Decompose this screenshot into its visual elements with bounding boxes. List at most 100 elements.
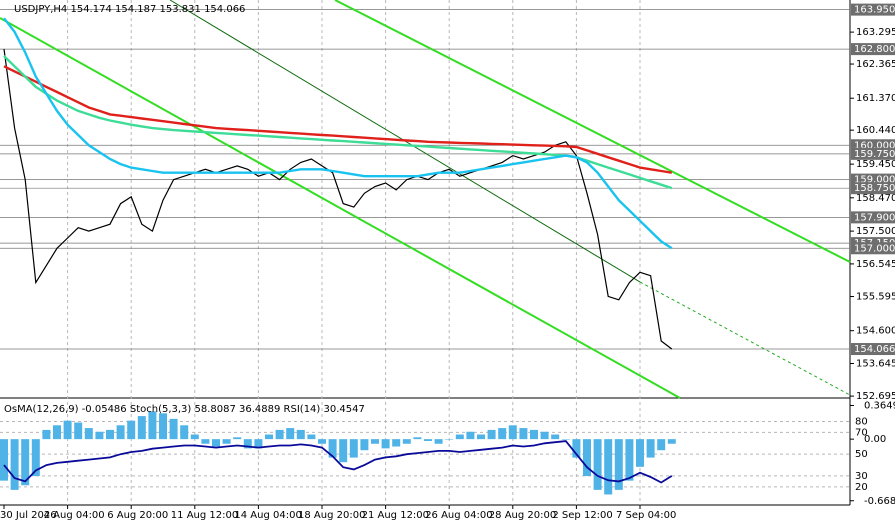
bar	[265, 434, 273, 440]
bar	[519, 428, 528, 440]
x-tick-label: 4 Aug 04:00	[44, 510, 105, 521]
bar	[95, 431, 104, 440]
bar	[424, 439, 432, 441]
y2-tick-label: 20	[855, 482, 868, 493]
x-tick-label: 2 Sep 12:00	[552, 510, 612, 521]
level-label-box	[851, 211, 895, 224]
level-label: 154.066	[854, 344, 895, 355]
x-tick-label: 21 Aug 12:00	[362, 510, 429, 521]
level-label-box	[851, 343, 895, 356]
bar	[413, 437, 422, 440]
bar	[0, 439, 8, 481]
level-label: 157.000	[854, 243, 895, 254]
bar	[434, 439, 443, 444]
y-tick-label: 161.370	[856, 93, 895, 104]
bar	[360, 439, 369, 451]
bar	[657, 439, 666, 451]
bar	[625, 439, 634, 481]
bar	[508, 425, 517, 440]
y2-tick-label: 30	[855, 471, 868, 482]
y-tick-label: 153.645	[856, 358, 895, 369]
level-label: 162.800	[854, 44, 895, 55]
bar	[381, 439, 390, 449]
y-tick-label: 160.440	[856, 125, 895, 136]
bar	[572, 439, 581, 458]
bar	[159, 413, 167, 440]
level-label-box	[851, 3, 895, 16]
y-tick-label: 163.295	[856, 27, 895, 38]
y-tick-label: 154.600	[856, 326, 895, 337]
y2-tick-label: 50	[855, 449, 868, 460]
bar	[212, 439, 220, 447]
bar	[402, 439, 411, 444]
level-label: 159.750	[854, 149, 895, 160]
bar	[614, 439, 623, 490]
bar	[31, 439, 40, 477]
level-label: 158.750	[854, 183, 895, 194]
level-label-box	[851, 43, 895, 56]
bar	[540, 431, 549, 440]
bar	[201, 439, 210, 444]
bar	[116, 425, 125, 440]
y2-tick-label: 80	[855, 417, 868, 428]
bar	[349, 439, 358, 458]
y-tick-label: 162.365	[856, 59, 895, 70]
series-line	[3, 17, 673, 250]
bar	[318, 439, 326, 444]
y-tick-label: 159.450	[856, 159, 895, 170]
bar	[74, 422, 83, 440]
channel-line	[0, 17, 681, 399]
x-tick-label: 28 Aug 20:00	[489, 510, 556, 521]
bar	[646, 439, 655, 458]
x-tick-label: 14 Aug 04:00	[234, 510, 301, 521]
bar	[477, 434, 485, 440]
bar	[530, 429, 538, 440]
y-tick-label: 0.3649	[864, 400, 895, 411]
bar	[275, 429, 284, 440]
level-label: 163.950	[854, 5, 895, 16]
x-tick-label: 11 Aug 12:00	[171, 510, 238, 521]
bar	[445, 439, 454, 440]
level-label: 157.900	[854, 212, 895, 223]
channel-line	[334, 0, 851, 263]
bar	[307, 434, 316, 440]
indicator-title: OsMA(12,26,9) -0.05486 Stoch(5,3,3) 58.8…	[4, 404, 365, 415]
y-tick-label: 0.00	[864, 434, 886, 445]
x-tick-label: 18 Aug 20:00	[298, 510, 365, 521]
x-tick-label: 7 Sep 04:00	[616, 510, 676, 521]
bar	[42, 429, 51, 440]
y-tick-label: 156.545	[856, 259, 895, 270]
bar	[455, 434, 464, 440]
x-tick-label: 6 Aug 20:00	[107, 510, 168, 521]
bar	[551, 434, 560, 440]
bar	[392, 439, 401, 447]
level-label: 160.000	[854, 140, 895, 151]
bar	[233, 437, 242, 440]
bar	[371, 439, 379, 444]
x-tick-label: 26 Aug 04:00	[425, 510, 492, 521]
bar	[636, 439, 644, 467]
y-tick-label: 158.470	[856, 193, 895, 204]
bar	[222, 439, 231, 444]
chart-title: USDJPY,H4 154.174 154.187 153.831 154.06…	[14, 4, 245, 15]
bar	[180, 425, 189, 440]
y-tick-label: 152.695	[856, 391, 895, 402]
bar	[561, 439, 570, 440]
bar	[328, 439, 337, 458]
bar	[169, 418, 178, 440]
bar	[243, 439, 252, 449]
y-tick-label: 157.500	[856, 226, 895, 237]
bar	[498, 428, 507, 440]
bar	[296, 429, 305, 440]
bar	[487, 429, 496, 440]
bar	[339, 439, 348, 463]
bar	[10, 439, 19, 490]
bar	[593, 439, 602, 490]
bar	[286, 428, 295, 440]
series-line	[3, 65, 672, 174]
bar	[466, 431, 475, 440]
bar	[106, 429, 114, 440]
level-label-box	[851, 147, 895, 160]
